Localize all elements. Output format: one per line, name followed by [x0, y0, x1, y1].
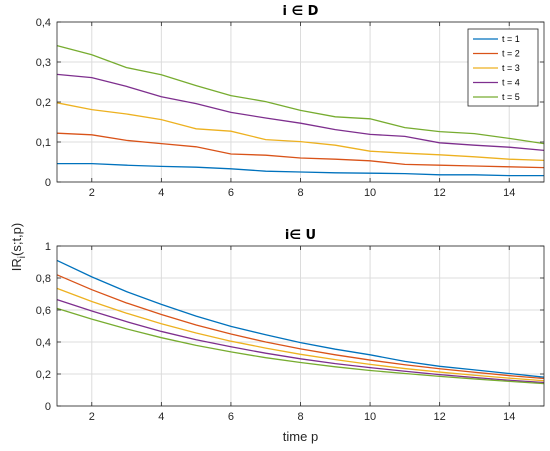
y-tick-label: 0 — [45, 401, 51, 413]
x-tick-label: 6 — [228, 187, 234, 199]
x-tick-label: 4 — [158, 187, 164, 199]
x-tick-label: 4 — [158, 411, 164, 423]
x-tick-label: 8 — [297, 411, 303, 423]
x-tick-label: 10 — [364, 411, 376, 423]
y-tick-label: 0,6 — [36, 305, 51, 317]
x-tick-label: 14 — [503, 187, 515, 199]
series-line-t1 — [56, 259, 545, 378]
y-tick-label: 0,3 — [36, 57, 51, 69]
series-line-t4 — [56, 73, 545, 152]
x-tick-label: 2 — [89, 187, 95, 199]
series-line-t4 — [56, 298, 545, 384]
y-tick-label: 0,8 — [36, 273, 51, 285]
series-line-t2 — [56, 274, 545, 380]
x-tick-label: 12 — [434, 187, 446, 199]
series-line-t2 — [56, 132, 545, 169]
y-tick-label: 0,4 — [36, 337, 51, 349]
legend-label-t3: t = 3 — [502, 63, 520, 73]
y-axis-label: IRi(s;t,p) — [9, 223, 28, 271]
panel-title: i ∈ D — [283, 4, 319, 19]
panel-title: i∈ U — [285, 228, 316, 243]
x-tick-label: 6 — [228, 411, 234, 423]
y-tick-label: 1 — [45, 241, 51, 253]
series-line-t5 — [56, 44, 545, 145]
x-tick-label: 12 — [434, 411, 446, 423]
series-line-t3 — [56, 102, 545, 162]
legend-label-t5: t = 5 — [502, 92, 520, 102]
x-tick-label: 2 — [89, 411, 95, 423]
legend: t = 1 t = 2 t = 3 t = 4 t = 5 — [467, 28, 539, 107]
x-axis-label: time p — [283, 429, 318, 444]
series-line-t3 — [56, 287, 545, 382]
x-tick-label: 10 — [364, 187, 376, 199]
series-line-t1 — [57, 162, 544, 177]
legend-label-t4: t = 4 — [502, 78, 520, 88]
y-tick-label: 0 — [45, 177, 51, 189]
y-tick-label: 0,2 — [36, 369, 51, 381]
x-tick-label: 14 — [503, 411, 515, 423]
legend-label-t1: t = 1 — [502, 34, 520, 44]
y-tick-label: 0,2 — [36, 97, 51, 109]
y-tick-label: 0,4 — [36, 17, 51, 29]
series-line-t5 — [56, 307, 545, 385]
x-tick-label: 8 — [297, 187, 303, 199]
chart-panel-2: 2 4 6 8 10 12 14 0 0,2 0,4 0,6 0,8 1 i∈ U time p — [36, 228, 545, 444]
legend-label-t2: t = 2 — [502, 49, 520, 59]
y-tick-label: 0,1 — [36, 137, 51, 149]
